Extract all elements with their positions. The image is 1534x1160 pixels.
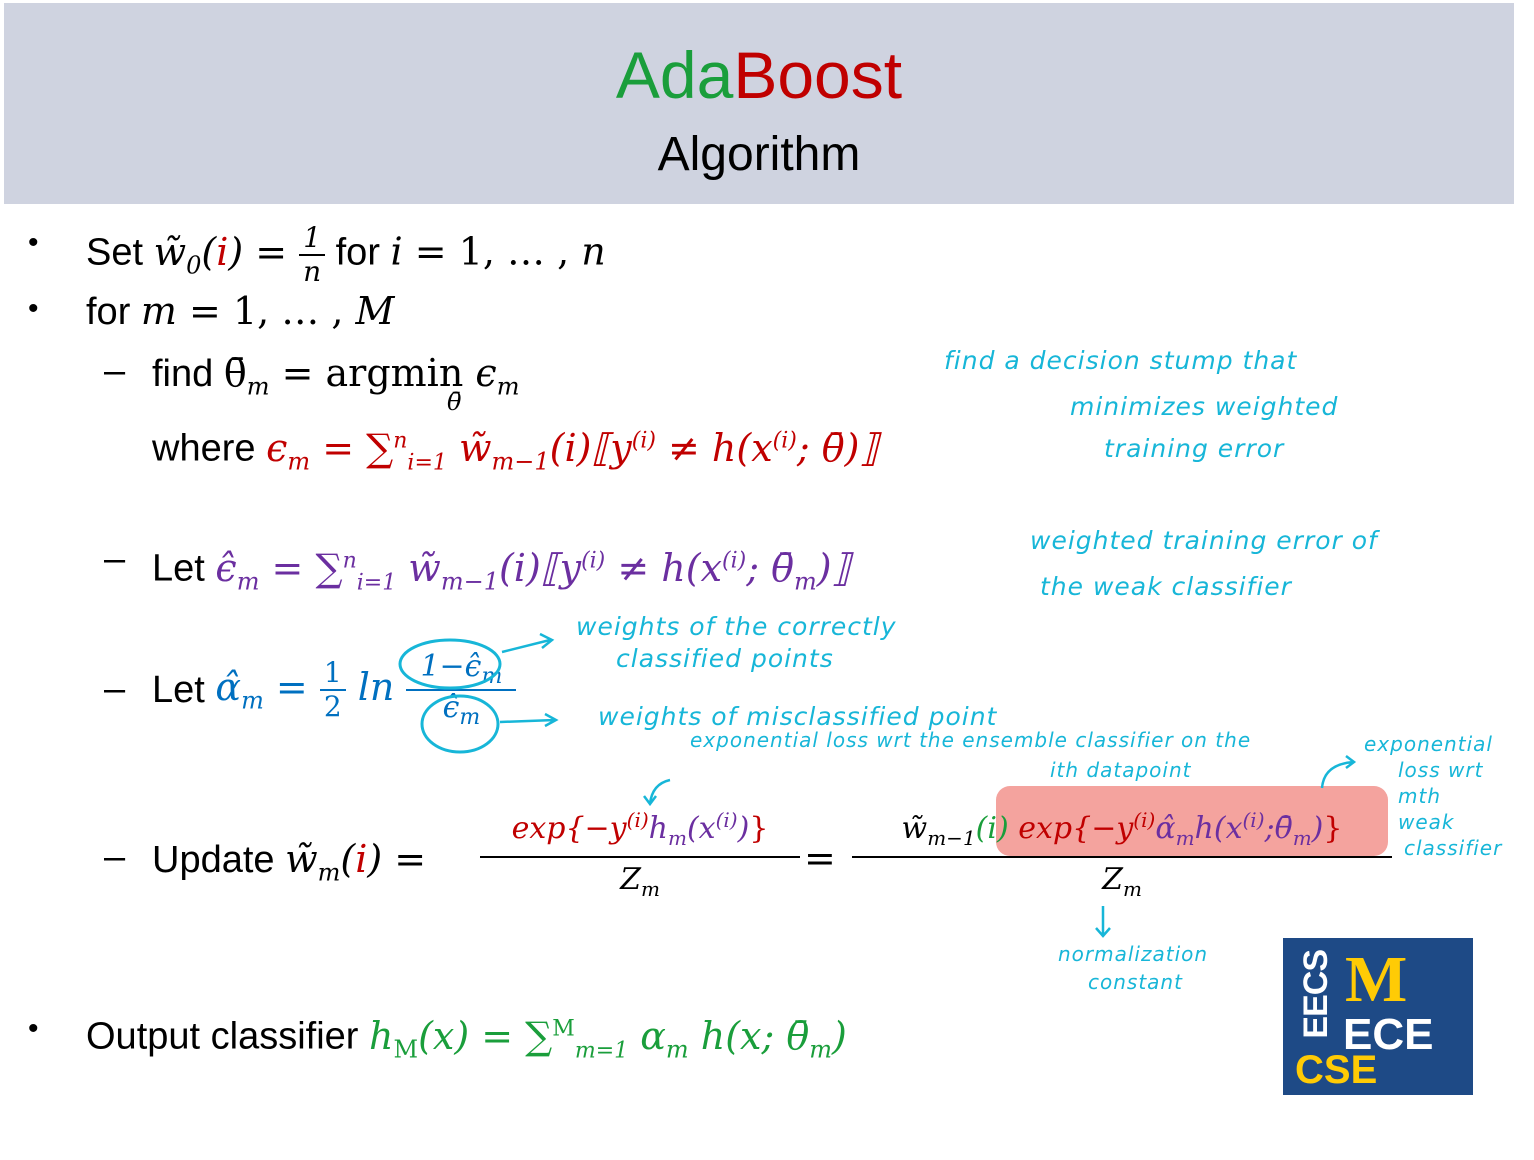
title-ada: Ada (615, 38, 734, 112)
equals-sign: = (804, 836, 836, 880)
annotation-correct-weights-1: weights of the correctly (576, 612, 897, 641)
dash: – (104, 538, 126, 580)
logo-ece: ECE (1343, 1010, 1434, 1059)
formula-wm: w̃m(i) = (285, 837, 427, 887)
bullet-dot: • (28, 1012, 39, 1045)
ensemble-arrow (643, 778, 671, 807)
dash: – (104, 836, 126, 878)
annotation-exp-loss-4: weak (1398, 810, 1455, 834)
output-label: Output classifier (86, 1015, 359, 1058)
slide-title: AdaBoost (4, 39, 1514, 111)
dash: – (104, 350, 126, 392)
annotation-weighted-error-1: weighted training error of (1030, 526, 1378, 555)
highlight-exp-term (996, 786, 1388, 856)
logo-eecs: EECS (1297, 950, 1335, 1039)
for-m-label: for (86, 291, 131, 333)
let-label: Let (152, 547, 205, 590)
formula-argmin: θ̄m = argmin ϵm (223, 351, 520, 401)
annotation-misclassified: weights of misclassified point (598, 702, 998, 731)
where-label: where (152, 427, 256, 470)
annotation-find-stump-1: find a decision stump that (944, 346, 1298, 375)
update-fraction-1: exp{−y(i)hm(x(i))} Zm (480, 808, 800, 901)
bullet-dot: • (28, 292, 39, 325)
line-output-classifier: Output classifier hM(x) = ∑Mm=1 αm h(x; … (86, 1006, 847, 1074)
title-boost: Boost (733, 38, 903, 112)
formula-epsilon-m: ϵm = ∑ni=1 w̃m−1(i)⟦y(i) ≠ h(x(i); θ̄)⟧ (266, 425, 879, 476)
annotation-ensemble-loss-1: exponential loss wrt the ensemble classi… (690, 728, 1252, 752)
annotation-exp-loss-1: exponential (1364, 732, 1493, 756)
line-let-epsilon-hat: Let ϵ̂m = ∑ni=1 w̃m−1(i)⟦y(i) ≠ h(x(i); … (152, 538, 850, 606)
formula-output: hM(x) = ∑Mm=1 αm h(x; θ̄m) (369, 1013, 847, 1064)
slide-subtitle: Algorithm (657, 128, 861, 181)
for-label: for (335, 231, 380, 274)
update-fraction-2: w̃m−1(i) exp{−y(i)α̂mh(x(i);θ̄m)} Zm (852, 808, 1392, 901)
annotation-ensemble-loss-2: ith datapoint (1050, 758, 1192, 782)
set-label: Set (86, 231, 144, 274)
find-label: find (152, 353, 214, 395)
line-find-theta: find θ̄m = argmin ϵm (152, 350, 519, 410)
annotation-normalization-1: normalization (1058, 942, 1209, 966)
formula-i-range: i (390, 229, 403, 274)
annotation-exp-loss-5: classifier (1404, 836, 1503, 860)
normalization-arrow (1095, 906, 1111, 938)
line-for-m: for m = 1, … , M (86, 289, 395, 333)
annotation-correct-weights-2: classified points (616, 644, 834, 673)
bullet-dot: • (28, 226, 39, 259)
exp-loss-arrow (1320, 755, 1357, 789)
annotation-weighted-error-2: the weak classifier (1040, 572, 1292, 601)
dash: – (104, 668, 126, 710)
logo-m: M (1345, 943, 1408, 1016)
update-label: Update (152, 839, 275, 881)
annotation-exp-loss-3: mth (1398, 784, 1441, 808)
formula-epsilon-hat: ϵ̂m = ∑ni=1 w̃m−1(i)⟦y(i) ≠ h(x(i); θ̄m)… (215, 545, 851, 596)
argmin-theta-subscript: θ̄ (447, 388, 462, 416)
annotation-find-stump-3: training error (1104, 434, 1285, 463)
logo-cse: CSE (1295, 1048, 1378, 1092)
line-update: Update w̃m(i) = (152, 836, 426, 896)
alpha-annotation-circles (398, 632, 559, 754)
slide-header: AdaBoost Algorithm (4, 3, 1514, 204)
line-where-epsilon: where ϵm = ∑ni=1 w̃m−1(i)⟦y(i) ≠ h(x(i);… (152, 418, 878, 486)
annotation-normalization-2: constant (1088, 970, 1183, 994)
annotation-exp-loss-2: loss wrt (1398, 758, 1484, 782)
eecs-logo: EECS M ECE CSE (1283, 938, 1473, 1095)
let-label: Let (152, 668, 205, 711)
annotation-find-stump-2: minimizes weighted (1070, 392, 1339, 421)
